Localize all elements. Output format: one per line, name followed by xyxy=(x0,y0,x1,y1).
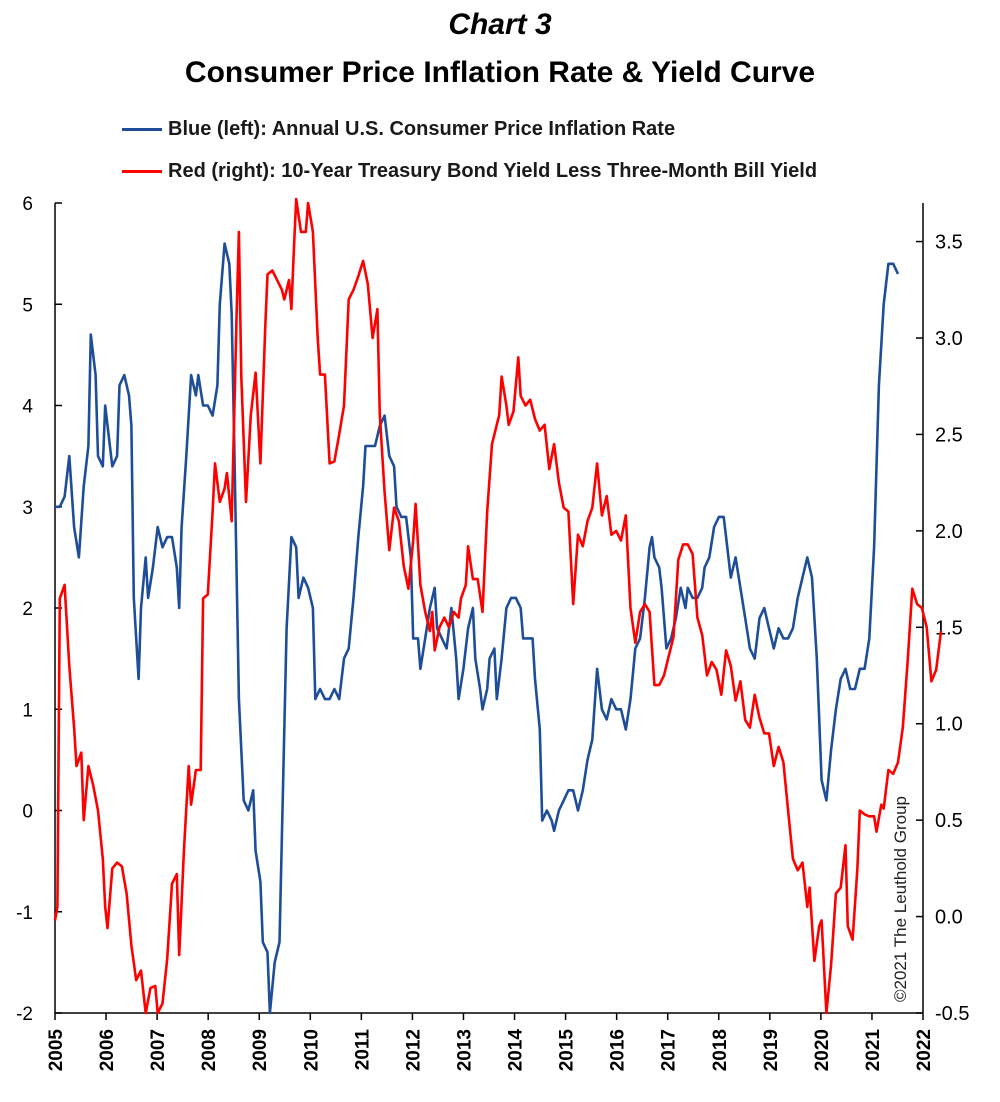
x-tick-label: 2008 xyxy=(199,1029,220,1071)
x-tick-label: 2019 xyxy=(761,1029,782,1071)
left-tick-label: 5 xyxy=(22,295,33,316)
x-tick-label: 2010 xyxy=(301,1029,322,1071)
left-tick-label: 1 xyxy=(22,700,33,721)
x-tick-label: 2012 xyxy=(403,1029,424,1071)
legend-item-blue: Blue (left): Annual U.S. Consumer Price … xyxy=(122,108,817,150)
right-tick-label: -0.5 xyxy=(935,1003,969,1025)
x-tick-label: 2014 xyxy=(506,1029,527,1072)
legend-swatch-blue xyxy=(122,127,162,131)
chart-series xyxy=(53,197,943,1015)
x-tick-label: 2021 xyxy=(863,1029,884,1072)
right-tick-label: 3.5 xyxy=(935,232,963,254)
right-tick-label: 0.0 xyxy=(935,907,963,929)
left-tick-label: 3 xyxy=(22,498,33,519)
left-tick-label: -2 xyxy=(16,1004,33,1025)
legend-label-blue: Blue (left): Annual U.S. Consumer Price … xyxy=(168,117,676,140)
x-tick-label: 2015 xyxy=(557,1029,578,1072)
right-tick-label: 1.0 xyxy=(935,714,963,736)
right-tick-label: 2.0 xyxy=(935,521,963,543)
chart-title: Consumer Price Inflation Rate & Yield Cu… xyxy=(184,56,816,89)
chart-number: Chart 3 xyxy=(448,8,552,41)
left-tick-label: -1 xyxy=(16,903,33,924)
legend-label-red: Red (right): 10-Year Treasury Bond Yield… xyxy=(168,159,818,182)
x-tick-label: 2020 xyxy=(812,1029,833,1071)
x-tick-label: 2006 xyxy=(97,1029,118,1071)
x-tick-label: 2017 xyxy=(659,1029,680,1071)
x-tick-label: 2011 xyxy=(352,1029,373,1071)
legend: Blue (left): Annual U.S. Consumer Price … xyxy=(122,108,817,192)
x-tick-label: 2009 xyxy=(250,1029,271,1071)
left-tick-label: 4 xyxy=(22,397,33,418)
right-tick-label: 0.5 xyxy=(935,810,963,832)
legend-swatch-red xyxy=(122,169,162,173)
right-tick-label: 2.5 xyxy=(935,424,963,446)
x-tick-label: 2013 xyxy=(454,1029,475,1071)
series-line-inflation xyxy=(55,242,900,1015)
legend-item-red: Red (right): 10-Year Treasury Bond Yield… xyxy=(122,150,817,192)
right-tick-label: 3.0 xyxy=(935,328,963,350)
left-tick-label: 6 xyxy=(22,194,33,215)
x-tick-label: 2016 xyxy=(608,1029,629,1071)
series-line-yield-curve xyxy=(53,197,943,1015)
chart-axes: -2-10123456-0.50.00.51.01.52.02.53.03.52… xyxy=(16,194,969,1071)
left-tick-label: 2 xyxy=(22,599,33,620)
x-tick-label: 2018 xyxy=(710,1029,731,1071)
watermark: ©2021 The Leuthold Group xyxy=(891,796,910,1002)
left-tick-label: 0 xyxy=(22,802,33,823)
x-tick-label: 2005 xyxy=(46,1029,67,1072)
x-tick-label: 2022 xyxy=(914,1029,935,1071)
x-tick-label: 2007 xyxy=(148,1029,169,1071)
